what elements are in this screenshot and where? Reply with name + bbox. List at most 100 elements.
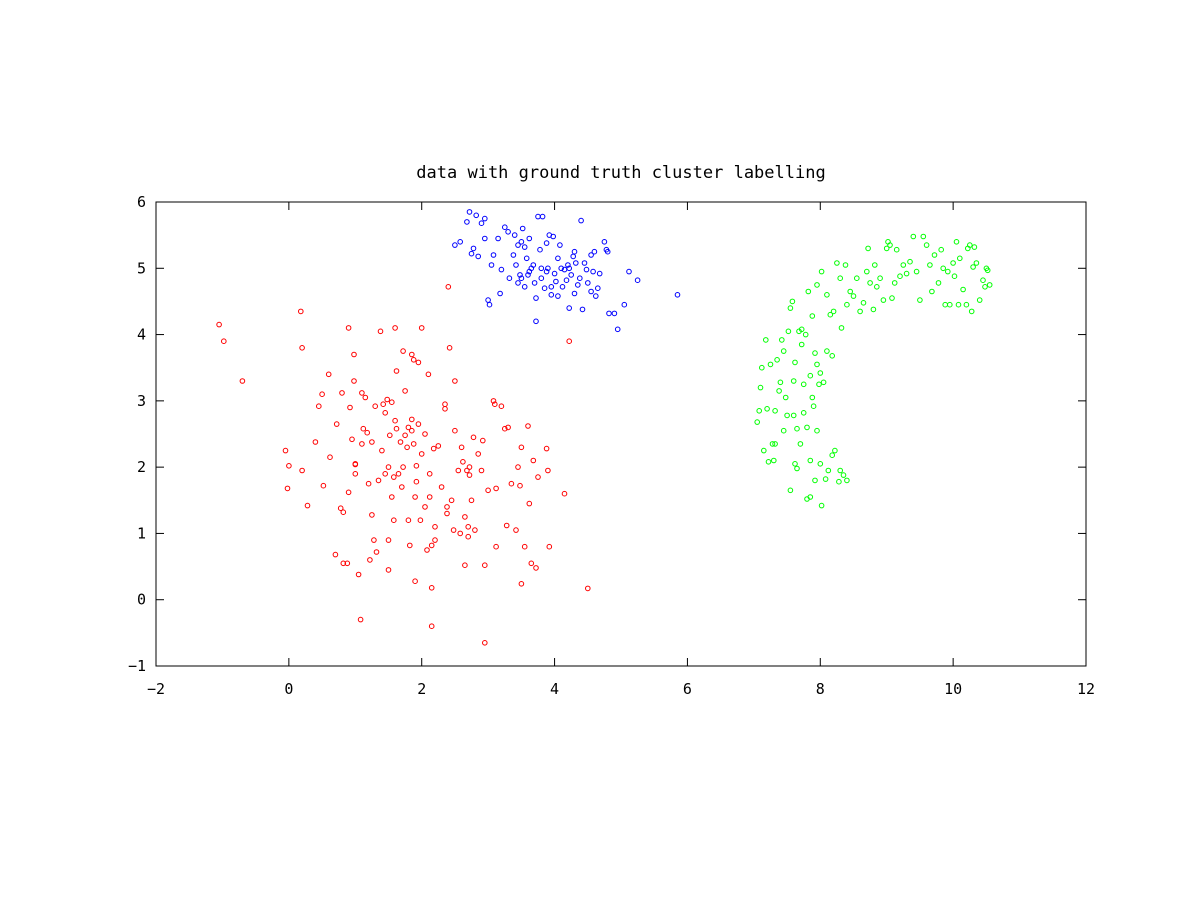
data-point xyxy=(422,431,428,437)
data-point xyxy=(777,379,784,386)
data-point xyxy=(842,262,849,268)
data-point xyxy=(400,464,406,470)
data-point xyxy=(877,275,883,282)
data-point xyxy=(578,217,584,224)
data-point xyxy=(822,476,829,482)
data-point xyxy=(872,262,878,268)
data-point xyxy=(870,306,877,313)
data-point xyxy=(953,239,960,245)
data-point xyxy=(418,451,425,457)
data-point xyxy=(585,280,591,286)
data-point xyxy=(424,547,430,553)
data-point xyxy=(800,410,807,416)
data-point xyxy=(517,272,523,278)
data-point xyxy=(523,255,530,262)
data-point xyxy=(565,262,571,268)
data-point xyxy=(798,326,805,333)
data-point xyxy=(539,213,546,220)
data-point xyxy=(417,517,424,524)
data-point xyxy=(907,258,913,265)
data-point xyxy=(409,351,415,358)
data-point xyxy=(785,328,792,335)
data-point xyxy=(365,480,372,487)
x-tick-label: 8 xyxy=(816,680,825,698)
data-point xyxy=(955,301,962,308)
data-point xyxy=(611,310,618,317)
data-point xyxy=(543,240,550,246)
data-point xyxy=(779,337,785,343)
data-point xyxy=(971,244,978,250)
data-point xyxy=(935,280,942,286)
data-point xyxy=(844,477,850,484)
data-point xyxy=(827,311,834,318)
y-tick-label: −1 xyxy=(128,657,146,675)
data-point xyxy=(452,427,458,434)
data-point xyxy=(518,239,525,245)
data-point xyxy=(982,284,988,290)
data-point xyxy=(347,404,353,411)
data-point xyxy=(920,233,927,240)
data-point xyxy=(626,268,632,275)
data-point xyxy=(470,434,477,441)
data-point xyxy=(455,467,462,474)
data-point xyxy=(887,242,893,248)
data-point xyxy=(847,288,854,295)
data-point xyxy=(482,215,488,222)
data-point xyxy=(804,424,810,431)
data-point xyxy=(392,325,398,331)
data-point xyxy=(559,284,566,290)
data-point xyxy=(503,522,510,529)
data-point xyxy=(345,325,352,331)
data-point xyxy=(465,533,472,540)
data-point xyxy=(405,424,412,431)
data-point xyxy=(457,530,464,537)
data-point xyxy=(809,394,816,401)
data-point xyxy=(377,328,384,335)
data-point xyxy=(340,560,347,567)
data-point xyxy=(913,268,920,275)
data-point xyxy=(511,232,518,238)
data-point xyxy=(384,396,391,403)
data-point xyxy=(391,474,397,480)
data-point xyxy=(864,268,870,275)
data-point xyxy=(541,285,548,292)
y-tick-label: 4 xyxy=(137,326,146,344)
data-point xyxy=(802,331,809,338)
data-point xyxy=(402,388,408,394)
data-point xyxy=(893,246,900,253)
data-point xyxy=(379,447,385,454)
data-point xyxy=(445,284,452,290)
data-point xyxy=(967,242,973,248)
data-point xyxy=(392,417,398,424)
data-point xyxy=(506,275,513,282)
data-point xyxy=(825,467,832,474)
data-point xyxy=(407,542,413,549)
data-point xyxy=(761,447,767,454)
data-point xyxy=(940,265,947,272)
data-point xyxy=(874,284,880,290)
data-point xyxy=(382,410,389,416)
data-point xyxy=(490,252,497,258)
data-point xyxy=(883,245,890,252)
data-point xyxy=(763,337,769,343)
data-point xyxy=(412,494,418,500)
data-point xyxy=(458,444,465,451)
data-point xyxy=(485,487,491,494)
data-point xyxy=(765,459,772,465)
data-point xyxy=(797,441,804,447)
data-point xyxy=(468,497,475,504)
y-tick-label: 5 xyxy=(137,259,146,277)
data-point xyxy=(810,403,817,410)
chart-title: data with ground truth cluster labelling xyxy=(416,163,825,183)
data-point xyxy=(513,527,519,533)
data-point xyxy=(478,220,485,226)
data-point xyxy=(497,290,503,297)
data-point xyxy=(466,209,473,215)
data-point xyxy=(438,484,445,490)
data-point xyxy=(480,437,486,444)
data-point xyxy=(442,406,448,412)
data-point xyxy=(854,275,860,282)
data-point xyxy=(546,543,553,550)
data-point xyxy=(832,447,838,454)
series-2 xyxy=(754,233,993,509)
